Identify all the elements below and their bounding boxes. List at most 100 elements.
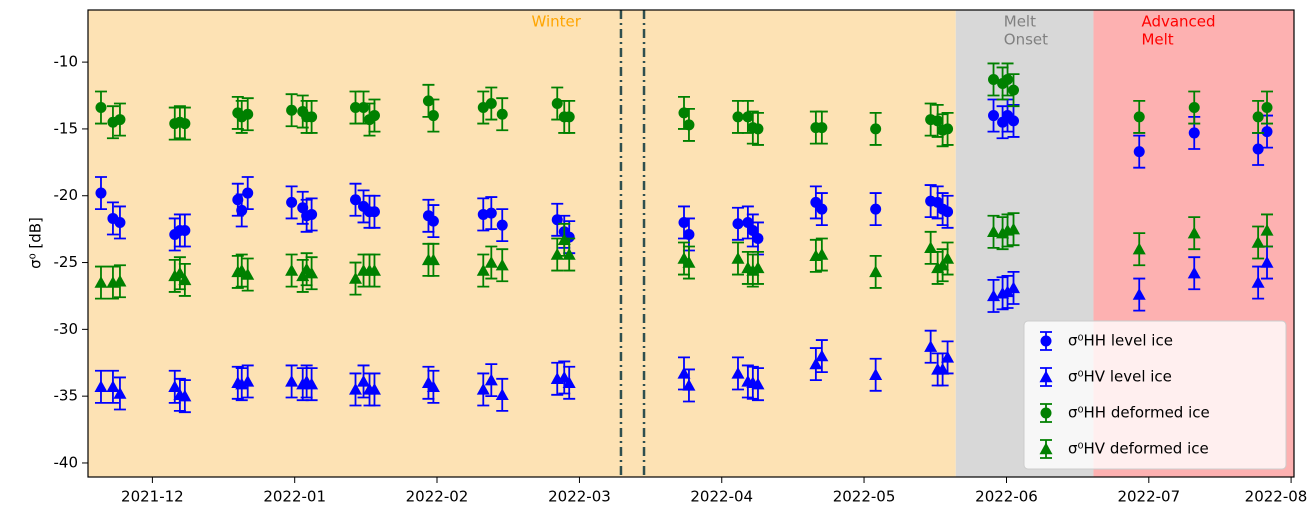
- plot-frame: [87, 9, 1295, 478]
- legend-marker: [1040, 335, 1052, 347]
- marker: [106, 380, 120, 393]
- marker: [751, 377, 765, 390]
- marker: [242, 187, 254, 199]
- marker: [682, 378, 696, 391]
- marker: [942, 123, 954, 135]
- marker: [1251, 276, 1265, 288]
- marker: [173, 266, 187, 279]
- marker: [286, 104, 298, 116]
- marker: [427, 215, 439, 227]
- marker: [1132, 288, 1146, 300]
- marker: [168, 380, 182, 393]
- marker: [426, 253, 440, 266]
- marker: [305, 266, 319, 279]
- y-tick-label: -20: [54, 186, 79, 204]
- marker: [1002, 73, 1014, 85]
- marker: [357, 374, 371, 387]
- marker: [683, 228, 695, 240]
- x-tick-label: 2022-04: [690, 488, 753, 506]
- x-tick-label: 2022-03: [548, 488, 611, 506]
- marker: [924, 340, 938, 352]
- y-tick-label: -35: [54, 387, 79, 405]
- marker: [178, 273, 192, 286]
- marker: [732, 218, 744, 230]
- y-tick-label: -10: [54, 53, 79, 71]
- marker: [232, 194, 244, 206]
- marker: [1008, 84, 1020, 96]
- marker: [551, 98, 563, 110]
- marker: [870, 123, 882, 135]
- region-label: Winter: [532, 13, 582, 31]
- marker: [485, 207, 497, 219]
- marker: [752, 232, 764, 244]
- marker: [1133, 111, 1145, 123]
- marker: [678, 107, 690, 119]
- marker: [742, 111, 754, 123]
- marker: [550, 248, 564, 260]
- marker: [1187, 266, 1201, 279]
- marker: [286, 196, 298, 208]
- marker: [732, 111, 744, 123]
- marker: [367, 264, 381, 276]
- legend-label: σ⁰HV deformed ice: [1068, 440, 1209, 458]
- marker: [1251, 235, 1265, 248]
- marker: [485, 98, 497, 110]
- marker: [1007, 222, 1021, 235]
- marker: [870, 203, 882, 215]
- marker: [562, 376, 576, 388]
- marker: [242, 108, 254, 120]
- marker: [94, 276, 108, 288]
- marker: [932, 115, 944, 127]
- legend-label: σ⁰HH deformed ice: [1068, 404, 1210, 422]
- marker: [367, 382, 381, 395]
- marker: [305, 377, 319, 390]
- marker: [1001, 285, 1015, 298]
- x-tick-label: 2022-05: [833, 488, 896, 506]
- marker: [551, 214, 563, 226]
- marker: [235, 264, 249, 276]
- marker: [422, 95, 434, 107]
- marker: [368, 110, 380, 122]
- marker: [988, 110, 1000, 122]
- y-axis-label: σ⁰ [dB]: [27, 217, 45, 269]
- marker: [1132, 242, 1146, 255]
- region-label: Melt: [1141, 31, 1173, 49]
- marker: [114, 114, 126, 126]
- marker: [682, 256, 696, 268]
- marker: [285, 374, 299, 387]
- marker: [941, 350, 955, 363]
- marker: [113, 386, 127, 399]
- marker: [1133, 146, 1145, 158]
- x-tick-label: 2022-02: [406, 488, 469, 506]
- marker: [988, 73, 1000, 85]
- x-tick-label: 2022-01: [263, 488, 326, 506]
- marker: [496, 108, 508, 120]
- marker: [1007, 281, 1021, 294]
- y-tick-label: -30: [54, 320, 79, 338]
- x-tick-label: 2021-12: [121, 488, 184, 506]
- region-label: Melt: [1004, 13, 1036, 31]
- marker: [742, 216, 754, 228]
- marker: [484, 256, 498, 268]
- legend-label: σ⁰HV level ice: [1068, 368, 1172, 386]
- marker: [936, 258, 950, 271]
- marker: [495, 388, 509, 401]
- marker: [113, 274, 127, 287]
- marker: [427, 110, 439, 122]
- marker: [484, 373, 498, 386]
- marker: [179, 224, 191, 236]
- marker: [114, 216, 126, 228]
- marker: [747, 224, 759, 236]
- legend-box: [1023, 320, 1287, 470]
- marker: [751, 261, 765, 274]
- marker: [358, 102, 370, 114]
- marker: [815, 349, 829, 362]
- x-tick-label: 2022-06: [975, 488, 1038, 506]
- marker: [236, 204, 248, 216]
- marker: [95, 187, 107, 199]
- legend-marker: [1039, 442, 1053, 455]
- marker: [285, 264, 299, 276]
- marker: [1187, 226, 1201, 239]
- marker: [562, 248, 576, 260]
- legend-marker: [1039, 370, 1053, 383]
